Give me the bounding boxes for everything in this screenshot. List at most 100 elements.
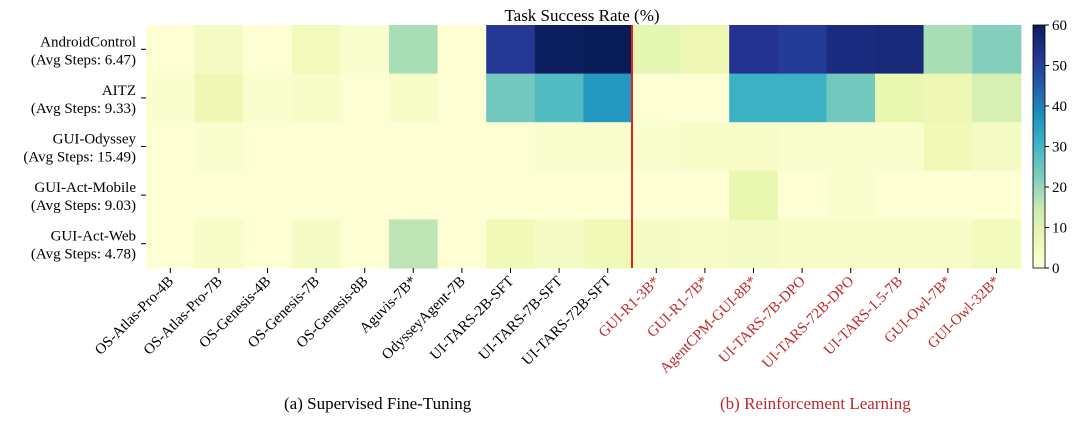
heatmap-cell bbox=[340, 122, 390, 172]
heatmap-cell bbox=[777, 122, 827, 172]
heatmap-cell bbox=[972, 73, 1022, 123]
row-label: GUI-Act-Mobile bbox=[34, 180, 136, 196]
colorbar-tick-label: 60 bbox=[1052, 18, 1067, 34]
heatmap-cell bbox=[826, 219, 876, 269]
heatmap-cell bbox=[340, 73, 390, 123]
heatmap-cell bbox=[194, 219, 244, 269]
column-label: OdysseyAgent-7B bbox=[379, 274, 469, 364]
heatmap-cell bbox=[389, 170, 439, 220]
chart-title: Task Success Rate (%) bbox=[504, 6, 659, 25]
heatmap-cell bbox=[826, 170, 876, 220]
heatmap-cell bbox=[291, 73, 341, 123]
heatmap-cell bbox=[243, 170, 293, 220]
heatmap-cell bbox=[826, 25, 876, 75]
column-label: UI-TARS-72B-DPO bbox=[759, 273, 857, 371]
heatmap-cells bbox=[146, 25, 1022, 269]
heatmap-cell bbox=[923, 170, 973, 220]
heatmap-cell bbox=[389, 25, 439, 75]
heatmap-cell bbox=[486, 25, 536, 75]
heatmap-cell bbox=[923, 219, 973, 269]
row-label: AndroidControl bbox=[40, 34, 136, 50]
heatmap-cell bbox=[291, 219, 341, 269]
heatmap-cell bbox=[875, 219, 925, 269]
heatmap-cell bbox=[777, 25, 827, 75]
heatmap-cell bbox=[923, 73, 973, 123]
heatmap-cell bbox=[972, 122, 1022, 172]
heatmap-cell bbox=[583, 170, 633, 220]
heatmap-cell bbox=[680, 73, 730, 123]
heatmap-cell bbox=[583, 219, 633, 269]
heatmap-cell bbox=[680, 25, 730, 75]
heatmap-cell bbox=[632, 170, 682, 220]
heatmap-cell bbox=[680, 219, 730, 269]
heatmap-cell bbox=[972, 219, 1022, 269]
caption-reinforcement-learning: (b) Reinforcement Learning bbox=[720, 394, 911, 413]
row-steps-label: (Avg Steps: 6.47) bbox=[31, 52, 136, 68]
colorbar-tick-label: 50 bbox=[1052, 59, 1067, 75]
row-steps-label: (Avg Steps: 15.49) bbox=[23, 150, 136, 166]
heatmap-cell bbox=[583, 122, 633, 172]
row-steps-label: (Avg Steps: 4.78) bbox=[31, 247, 136, 263]
heatmap-cell bbox=[243, 122, 293, 172]
heatmap-cell bbox=[632, 122, 682, 172]
heatmap-cell bbox=[875, 122, 925, 172]
heatmap-cell bbox=[923, 25, 973, 75]
heatmap-cell bbox=[729, 25, 779, 75]
heatmap-cell bbox=[340, 170, 390, 220]
colorbar-tick-label: 40 bbox=[1052, 99, 1067, 115]
heatmap-cell bbox=[437, 73, 487, 123]
heatmap-cell bbox=[437, 25, 487, 75]
heatmap-cell bbox=[340, 25, 390, 75]
heatmap-cell bbox=[777, 219, 827, 269]
heatmap-cell bbox=[729, 170, 779, 220]
column-label: UI-TARS-72B-SFT bbox=[519, 274, 614, 369]
caption-supervised-fine-tuning: (a) Supervised Fine-Tuning bbox=[284, 394, 472, 413]
heatmap-cell bbox=[875, 25, 925, 75]
row-label: GUI-Act-Web bbox=[51, 229, 136, 245]
column-label: UI-TARS-2B-SFT bbox=[427, 274, 517, 364]
heatmap-cell bbox=[534, 219, 584, 269]
row-labels: AndroidControl (Avg Steps: 6.47) AITZ (Avg … bbox=[23, 34, 146, 263]
heatmap-cell bbox=[534, 122, 584, 172]
heatmap-cell bbox=[389, 122, 439, 172]
heatmap-cell bbox=[632, 73, 682, 123]
colorbar-tick-label: 10 bbox=[1052, 221, 1067, 237]
heatmap-cell bbox=[729, 219, 779, 269]
heatmap-cell bbox=[875, 170, 925, 220]
heatmap-cell bbox=[437, 170, 487, 220]
heatmap-cell bbox=[534, 73, 584, 123]
heatmap-cell bbox=[194, 122, 244, 172]
heatmap-cell bbox=[486, 219, 536, 269]
column-labels: OS-Atlas-Pro-4BOS-Atlas-Pro-7BOS-Genesis… bbox=[92, 268, 1003, 377]
heatmap-cell bbox=[194, 73, 244, 123]
heatmap-cell bbox=[146, 122, 196, 172]
heatmap-cell bbox=[972, 25, 1022, 75]
heatmap-cell bbox=[243, 219, 293, 269]
heatmap-cell bbox=[291, 25, 341, 75]
heatmap-cell bbox=[583, 73, 633, 123]
heatmap-cell bbox=[243, 25, 293, 75]
heatmap-cell bbox=[632, 25, 682, 75]
heatmap-cell bbox=[923, 122, 973, 172]
heatmap-cell bbox=[486, 122, 536, 172]
colorbar-tick-label: 0 bbox=[1052, 261, 1060, 277]
heatmap-cell bbox=[632, 219, 682, 269]
row-steps-label: (Avg Steps: 9.33) bbox=[31, 101, 136, 117]
row-label: AITZ bbox=[102, 83, 136, 99]
heatmap-cell bbox=[875, 73, 925, 123]
heatmap-cell bbox=[972, 170, 1022, 220]
heatmap-cell bbox=[389, 73, 439, 123]
colorbar: 0 10 20 30 40 50 60 bbox=[1032, 18, 1067, 277]
heatmap-cell bbox=[826, 122, 876, 172]
column-label: UI-TARS-7B-DPO bbox=[716, 273, 809, 366]
heatmap-cell bbox=[291, 122, 341, 172]
heatmap-cell bbox=[146, 73, 196, 123]
heatmap-cell bbox=[486, 170, 536, 220]
heatmap-cell bbox=[486, 73, 536, 123]
heatmap-cell bbox=[777, 73, 827, 123]
heatmap-cell bbox=[340, 219, 390, 269]
row-steps-label: (Avg Steps: 9.03) bbox=[31, 198, 136, 214]
heatmap-cell bbox=[826, 73, 876, 123]
heatmap-cell bbox=[534, 25, 584, 75]
